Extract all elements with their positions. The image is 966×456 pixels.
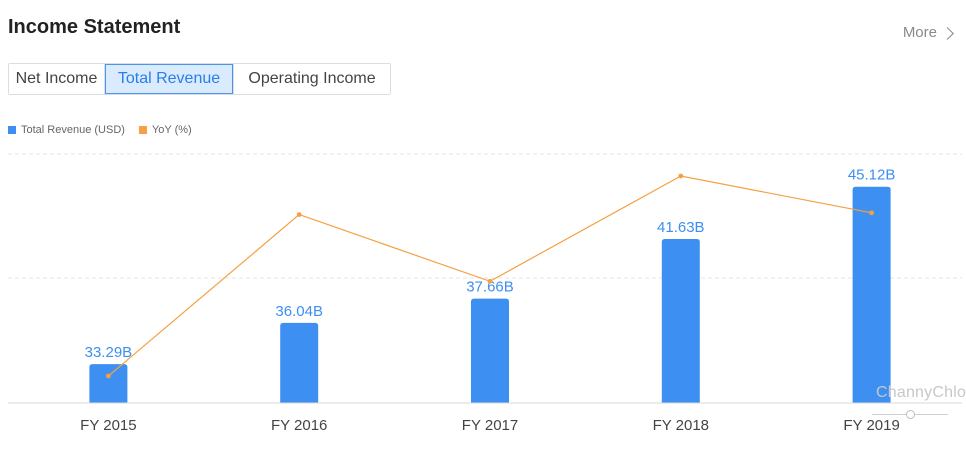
yoy-point-2 <box>487 278 493 284</box>
revenue-value-label-4: 45.12B <box>848 167 896 184</box>
revenue-value-label-3: 41.63B <box>657 219 705 236</box>
revenue-value-label-1: 36.04B <box>275 303 323 320</box>
x-tick-label-4: FY 2019 <box>843 417 899 434</box>
tab-operating-income[interactable]: Operating Income <box>234 64 390 94</box>
yoy-point-4 <box>869 210 874 216</box>
revenue-bar-3 <box>661 239 700 403</box>
metric-tabs: Net Income Total Revenue Operating Incom… <box>8 63 391 95</box>
more-link[interactable]: More <box>902 24 954 41</box>
legend-label-revenue: Total Revenue (USD) <box>21 124 125 136</box>
tab-net-income[interactable]: Net Income <box>9 64 105 94</box>
legend-item-revenue[interactable]: Total Revenue (USD) <box>8 124 125 136</box>
chart-legend: Total Revenue (USD) YoY (%) <box>8 124 192 136</box>
x-tick-label-1: FY 2016 <box>271 417 327 434</box>
legend-swatch-yoy <box>138 126 147 134</box>
revenue-bar-2 <box>471 298 509 403</box>
revenue-value-label-0: 33.29B <box>85 344 133 361</box>
x-tick-label-2: FY 2017 <box>462 417 518 434</box>
revenue-bar-1 <box>280 322 319 403</box>
tab-total-revenue[interactable]: Total Revenue <box>105 64 234 94</box>
yoy-point-0 <box>106 373 111 379</box>
watermark-text: ChannyChloe <box>876 384 966 401</box>
page-title: Income Statement <box>8 16 181 38</box>
revenue-bar-4 <box>852 186 891 403</box>
revenue-value-label-2: 37.66B <box>466 279 514 296</box>
x-tick-label-0: FY 2015 <box>80 417 136 434</box>
yoy-point-3 <box>678 173 684 179</box>
x-tick-label-3: FY 2018 <box>653 417 709 434</box>
revenue-bar-0 <box>89 364 128 403</box>
more-label: More <box>902 24 937 41</box>
legend-item-yoy[interactable]: YoY (%) <box>138 124 192 136</box>
watermark-dot <box>906 410 915 419</box>
yoy-point-1 <box>296 212 302 217</box>
legend-label-yoy: YoY (%) <box>151 124 192 136</box>
legend-swatch-revenue <box>8 126 16 134</box>
